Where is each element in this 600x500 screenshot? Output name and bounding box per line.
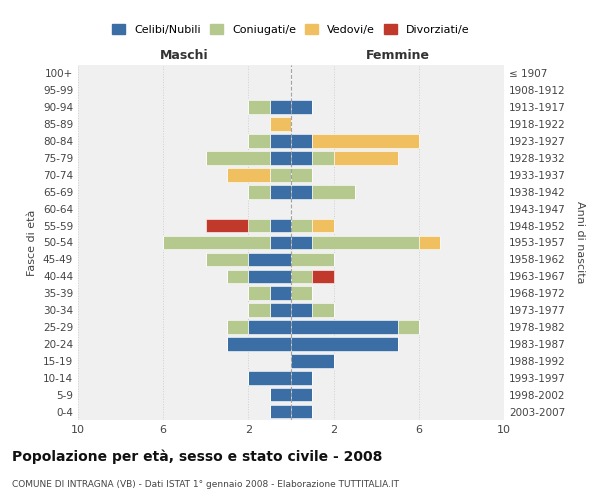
Bar	[270, 405, 291, 418]
Y-axis label: Fasce di età: Fasce di età	[28, 210, 37, 276]
Bar	[227, 337, 291, 350]
Bar	[291, 252, 334, 266]
Bar	[313, 304, 334, 317]
Text: COMUNE DI INTRAGNA (VB) - Dati ISTAT 1° gennaio 2008 - Elaborazione TUTTITALIA.I: COMUNE DI INTRAGNA (VB) - Dati ISTAT 1° …	[12, 480, 399, 489]
Bar	[398, 320, 419, 334]
Bar	[334, 151, 398, 164]
Bar	[270, 168, 291, 181]
Bar	[313, 151, 334, 164]
Bar	[227, 320, 248, 334]
Text: Popolazione per età, sesso e stato civile - 2008: Popolazione per età, sesso e stato civil…	[12, 450, 382, 464]
Bar	[248, 371, 291, 384]
Bar	[419, 236, 440, 250]
Bar	[291, 100, 313, 114]
Bar	[291, 337, 398, 350]
Bar	[291, 371, 313, 384]
Bar	[227, 168, 270, 181]
Bar	[291, 270, 313, 283]
Bar	[248, 100, 270, 114]
Bar	[248, 286, 270, 300]
Bar	[291, 236, 313, 250]
Bar	[248, 252, 291, 266]
Bar	[270, 151, 291, 164]
Bar	[313, 236, 419, 250]
Bar	[248, 320, 291, 334]
Bar	[206, 151, 270, 164]
Bar	[248, 304, 270, 317]
Bar	[270, 100, 291, 114]
Bar	[291, 134, 313, 148]
Bar	[206, 252, 248, 266]
Bar	[291, 320, 398, 334]
Bar	[291, 185, 313, 198]
Bar	[313, 185, 355, 198]
Bar	[291, 354, 334, 368]
Bar	[227, 270, 248, 283]
Bar	[291, 168, 313, 181]
Bar	[291, 388, 313, 402]
Bar	[291, 304, 313, 317]
Bar	[270, 185, 291, 198]
Legend: Celibi/Nubili, Coniugati/e, Vedovi/e, Divorziati/e: Celibi/Nubili, Coniugati/e, Vedovi/e, Di…	[109, 21, 473, 38]
Bar	[248, 185, 270, 198]
Text: Maschi: Maschi	[160, 48, 209, 62]
Bar	[248, 134, 270, 148]
Bar	[291, 219, 313, 232]
Bar	[291, 151, 313, 164]
Y-axis label: Anni di nascita: Anni di nascita	[575, 201, 585, 284]
Bar	[270, 286, 291, 300]
Bar	[163, 236, 270, 250]
Bar	[313, 219, 334, 232]
Bar	[291, 286, 313, 300]
Bar	[248, 270, 291, 283]
Bar	[206, 219, 248, 232]
Bar	[270, 134, 291, 148]
Bar	[313, 270, 334, 283]
Bar	[270, 236, 291, 250]
Bar	[270, 219, 291, 232]
Bar	[291, 405, 313, 418]
Bar	[313, 134, 419, 148]
Text: Femmine: Femmine	[365, 48, 430, 62]
Bar	[248, 219, 270, 232]
Bar	[270, 304, 291, 317]
Bar	[270, 388, 291, 402]
Bar	[270, 118, 291, 131]
